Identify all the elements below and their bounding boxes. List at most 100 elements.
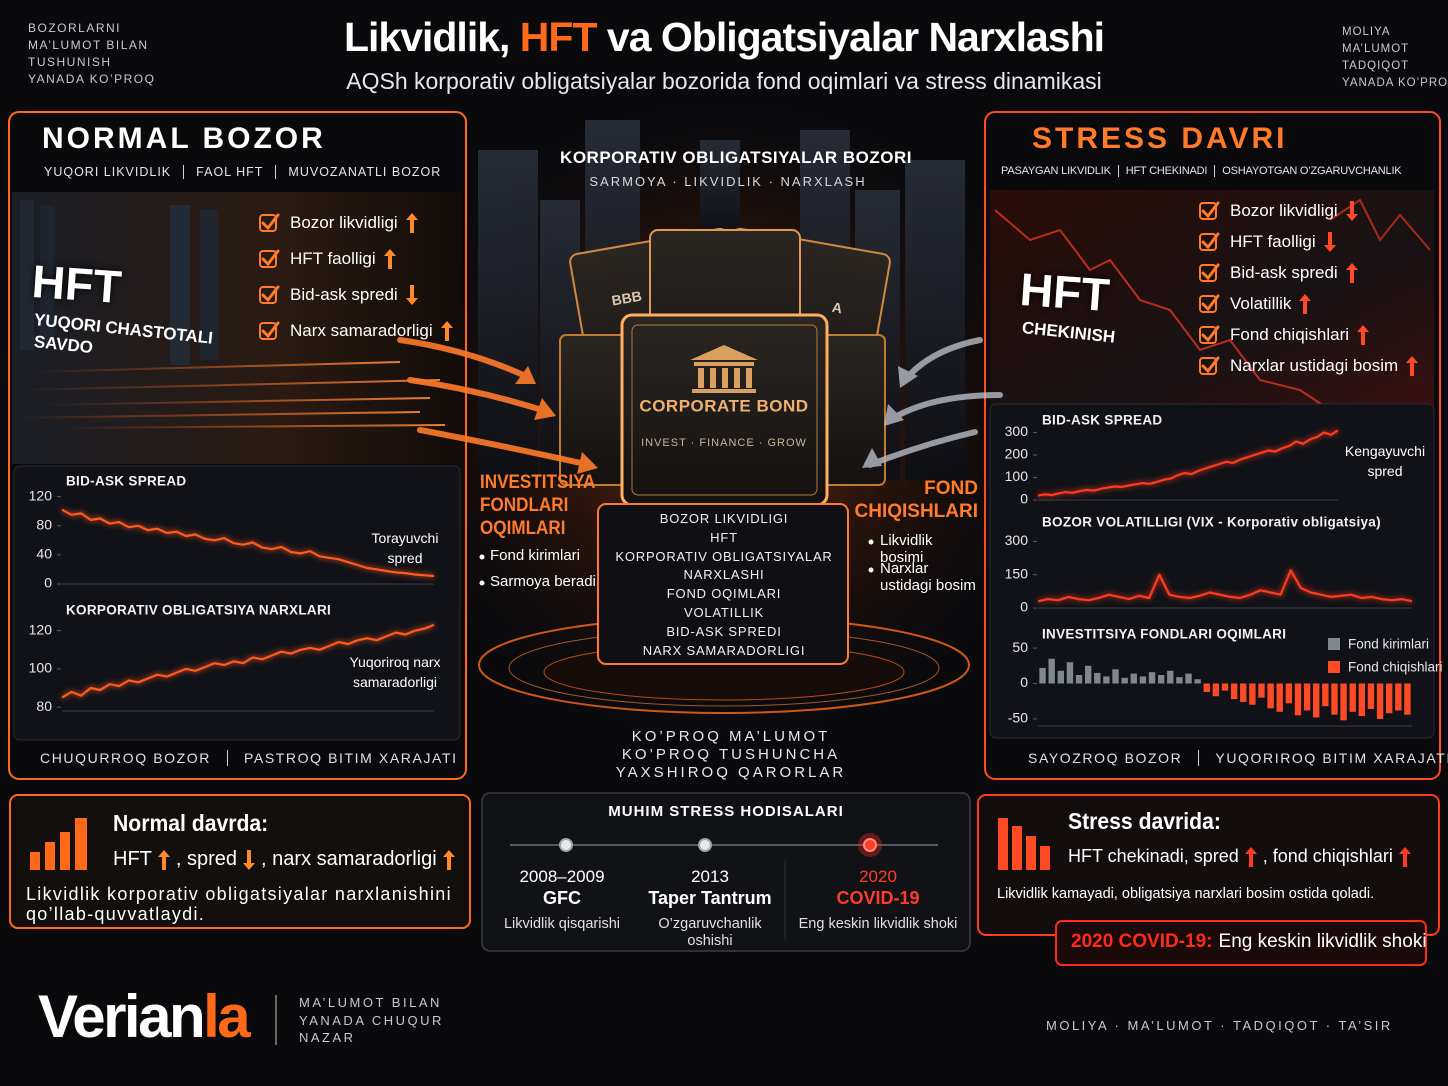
- check-icon: [259, 285, 280, 304]
- summary-bar-icons-part: [30, 852, 40, 870]
- screen-line: BID-ASK SPREDI: [666, 623, 782, 639]
- panel-tag: PASAYGAN LIKVIDLIK: [1001, 165, 1111, 177]
- summary-title: Normal davrda:: [113, 810, 269, 836]
- check-icon: [1199, 294, 1220, 313]
- trend-arrow: [383, 249, 396, 269]
- callout-text: Eng keskin likvidlik shoki: [1218, 931, 1427, 952]
- flow-arrows-part: [862, 337, 1003, 468]
- bar: [1294, 683, 1302, 716]
- bank-icon-part: [692, 389, 756, 393]
- event-dot: [698, 838, 712, 852]
- bar: [1230, 683, 1238, 700]
- bar: [1176, 677, 1183, 684]
- bond-cards: [559, 227, 891, 507]
- left-hero-area-part-part: [59, 424, 446, 429]
- arrow-shape: [1244, 846, 1257, 867]
- y-tick-label: 120: [29, 487, 53, 503]
- y-tick-label: 80: [36, 698, 52, 714]
- check-box: [1199, 295, 1217, 313]
- screen-line: NARX SAMARADORLIGI: [642, 642, 806, 658]
- inflows-title: FONDLARI: [480, 495, 569, 516]
- bank-icon-part: [690, 345, 758, 360]
- checklist-item: Bozor likvidligi: [258, 212, 418, 234]
- summary-bar-icons-part: [75, 818, 87, 870]
- y-tick-label: 100: [29, 660, 53, 676]
- left-hero-area-part: [12, 192, 462, 464]
- screen-line: HFT: [710, 529, 738, 545]
- bar: [1285, 683, 1293, 704]
- chart-title: INVESTITSIYA FONDLARI OQIMLARI: [1042, 627, 1286, 642]
- bar: [1130, 673, 1137, 684]
- trend-arrow: [1323, 232, 1336, 252]
- hero-text: HFT: [30, 254, 124, 314]
- check-box: [259, 214, 277, 232]
- check-box: [1199, 233, 1217, 251]
- bar: [1349, 683, 1356, 712]
- rating-label: A: [831, 299, 844, 317]
- city-skyline-part: [478, 150, 538, 480]
- checklist-label: Narx samaradorligi: [290, 321, 433, 340]
- bar: [1203, 683, 1210, 692]
- arrow-shape: [383, 249, 396, 269]
- checklist-label: Fond chiqishlari: [1230, 325, 1350, 344]
- outflows-bullet: Likvidlik bosimi: [880, 532, 933, 567]
- y-tick-label: 150: [1005, 565, 1029, 581]
- bank-icon-part: [722, 368, 728, 388]
- summary-body: Likvidlik kamayadi, obligatsiya narxlari…: [997, 886, 1375, 902]
- bar: [1157, 675, 1165, 684]
- flow-arrows-part-part: [407, 377, 551, 415]
- panel-tag: FAOL HFT: [183, 165, 275, 179]
- trend-arrow: [157, 849, 170, 870]
- chart-title: BID-ASK SPREAD: [66, 474, 186, 489]
- city-skyline-part: [700, 140, 740, 240]
- inflows-title: OQIMLARI: [480, 518, 566, 539]
- checklist-item: Bid-ask spredi: [258, 284, 418, 306]
- screen-line: VOLATILLIK: [683, 605, 765, 620]
- summary-bar-icons-part: [45, 842, 55, 870]
- flow-arrows-part: [397, 337, 598, 474]
- arrow-shape: [1357, 325, 1370, 345]
- bar: [1404, 683, 1411, 715]
- panel-frames-part: [984, 111, 1441, 780]
- check-mark: [261, 285, 280, 303]
- bar: [1066, 662, 1074, 684]
- y-tick-label: 0: [1020, 491, 1028, 507]
- bar: [1313, 683, 1320, 718]
- trend-arrow: [1345, 263, 1358, 283]
- bar: [1185, 673, 1192, 684]
- panel-tag: MUVOZANATLI BOZOR: [275, 165, 453, 179]
- arrow-shape: [1299, 294, 1312, 314]
- chart-title: BOZOR VOLATILLIGI (VIX - Korporativ obli…: [1042, 515, 1381, 530]
- event-dot: [559, 838, 573, 852]
- y-tick-label: 50: [1012, 639, 1028, 655]
- panel-tag: YUQORI LIKVIDLIK: [44, 165, 172, 179]
- y-tick-label: -50: [1008, 710, 1028, 726]
- trend-arrow: [1299, 294, 1312, 314]
- check-mark: [261, 321, 280, 339]
- screen-box-part: [597, 503, 849, 665]
- bar: [1367, 683, 1375, 709]
- summary-line: HFT chekinadi, spred , fond chiqishlari: [1068, 846, 1417, 867]
- check-mark: [261, 249, 280, 267]
- screen-line: NARXLASHI: [683, 567, 765, 583]
- check-box: [1199, 326, 1217, 344]
- panel-tag: HFT CHEKINADI: [1117, 165, 1215, 177]
- bond-tagline: INVEST · FINANCE · GROW: [641, 437, 807, 449]
- flow-arrows-part-part: [867, 429, 978, 468]
- arrow-shape: [1406, 356, 1419, 376]
- left-hero-area-part: [40, 205, 54, 345]
- arrow-shape: [1345, 201, 1358, 221]
- panel-title: STRESS DAVRI: [1032, 122, 1288, 155]
- chart-title: BID-ASK SPREAD: [1042, 413, 1162, 428]
- bar: [1395, 683, 1402, 711]
- events-title: MUHIM STRESS HODISALARI: [608, 803, 844, 820]
- bar: [1103, 676, 1110, 684]
- event-name: GFC: [543, 888, 581, 908]
- panel-tags: PASAYGAN LIKVIDLIK HFT CHEKINADI OSHAYOTGA…: [1001, 165, 1408, 177]
- callout-highlight: 2020 COVID-19:: [1071, 931, 1213, 952]
- bar: [1112, 669, 1119, 684]
- summary-bar-icons-part: [1040, 846, 1050, 870]
- check-box: [1199, 202, 1217, 220]
- arrow-shape: [405, 213, 418, 233]
- event-name: Taper Tantrum: [648, 888, 772, 908]
